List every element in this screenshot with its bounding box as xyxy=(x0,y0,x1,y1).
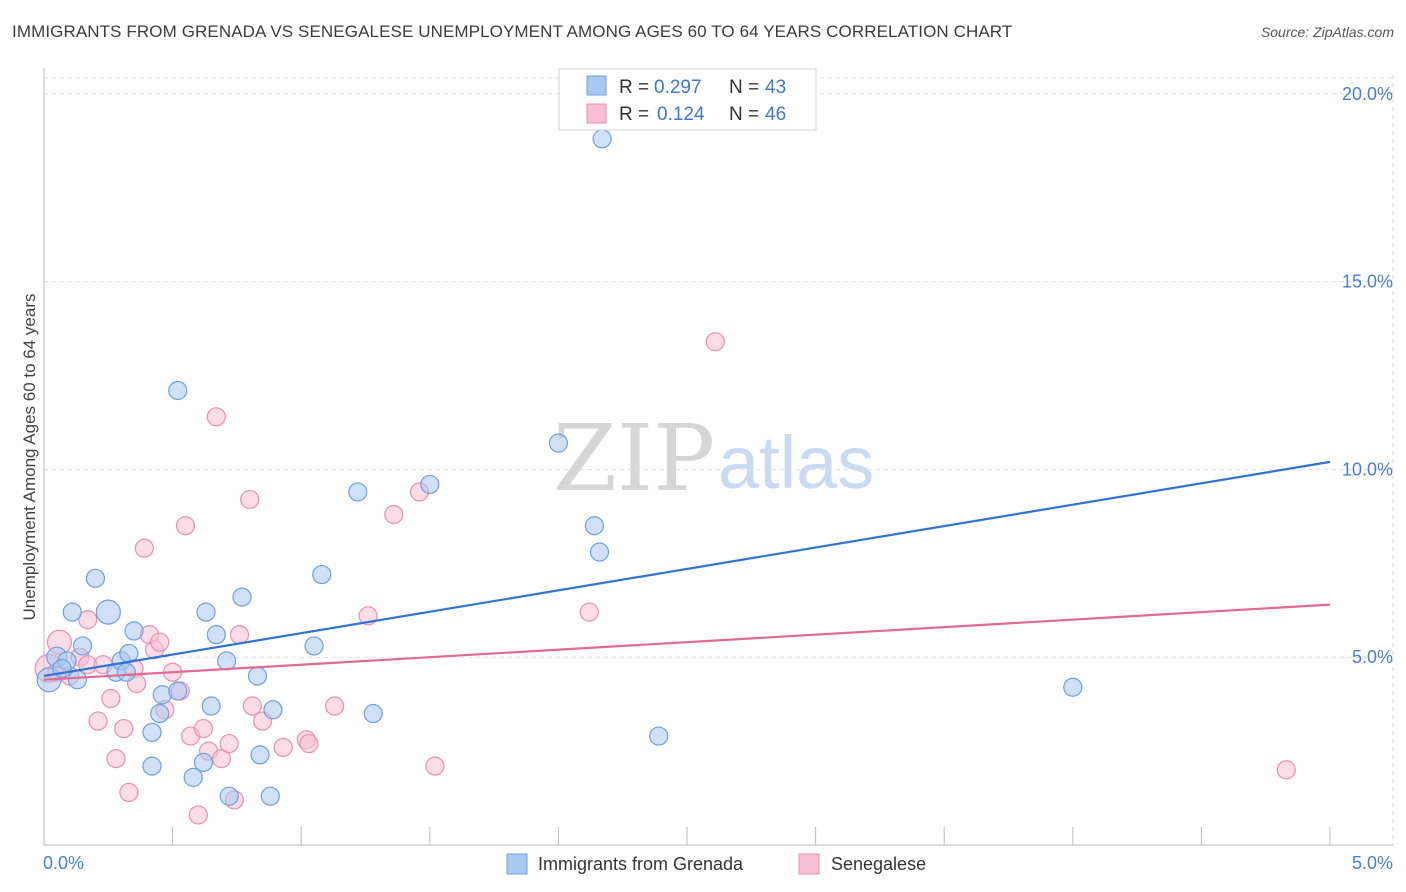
senegalese-r-value: 0.124 xyxy=(657,104,705,125)
y-axis-label: Unemployment Among Ages 60 to 64 years xyxy=(20,294,39,621)
grenada-point-16 xyxy=(168,681,188,701)
grenada-point-20 xyxy=(196,602,216,622)
senegalese-point-43 xyxy=(1276,760,1296,780)
grenada-point-39 xyxy=(649,726,669,746)
grenada-point-28 xyxy=(260,786,280,806)
grenada-r-label: R = xyxy=(619,77,649,98)
grenada-point-4 xyxy=(62,602,82,622)
grenada-point-36 xyxy=(584,516,605,536)
senegalese-point-31 xyxy=(242,696,262,716)
grenada-point-31 xyxy=(312,564,332,585)
grenada-points xyxy=(36,129,1083,806)
senegalese-point-8 xyxy=(106,749,126,769)
senegalese-trendline xyxy=(43,603,1331,681)
senegalese-point-22 xyxy=(188,805,208,825)
legend-grenada-label: Immigrants from Grenada xyxy=(538,854,744,874)
grenada-point-29 xyxy=(263,700,283,720)
grenada-point-32 xyxy=(348,482,368,502)
legend-grenada-swatch xyxy=(506,853,528,875)
grenada-point-24 xyxy=(219,786,239,806)
senegalese-point-9 xyxy=(114,718,134,739)
grenada-point-11 xyxy=(124,621,144,641)
stats-legend: R = 0.297 N = 43 R = 0.124 N = 46 xyxy=(558,68,817,131)
y-tick-labels: 5.0% 10.0% 15.0% 20.0% xyxy=(1342,84,1393,667)
grenada-point-38 xyxy=(592,129,612,149)
grenada-point-25 xyxy=(232,587,252,607)
grenada-point-23 xyxy=(217,651,237,671)
senegalese-point-35 xyxy=(299,733,319,754)
senegalese-point-23 xyxy=(193,718,214,739)
grenada-point-33 xyxy=(363,703,383,724)
senegalese-swatch xyxy=(586,103,607,124)
grenada-trendline xyxy=(43,460,1331,678)
watermark-atlas: atlas xyxy=(718,421,874,504)
senegalese-point-6 xyxy=(88,711,108,731)
y-tick-label-3: 20.0% xyxy=(1342,84,1393,104)
grenada-point-37 xyxy=(589,542,610,562)
grenada-point-3 xyxy=(72,636,93,656)
grenada-point-12 xyxy=(142,722,162,742)
trendlines xyxy=(43,460,1331,681)
senegalese-point-20 xyxy=(175,516,196,536)
grenada-n-value: 43 xyxy=(765,77,786,98)
x-tick-label-max: 5.0% xyxy=(1352,853,1393,873)
senegalese-point-42 xyxy=(705,332,725,352)
watermark-zip: ZIP xyxy=(553,405,715,512)
chart-title: IMMIGRANTS FROM GRENADA VS SENEGALESE UN… xyxy=(12,22,1013,41)
legend-senegalese-label: Senegalese xyxy=(831,854,926,874)
grenada-point-26 xyxy=(247,666,268,686)
grenada-point-18 xyxy=(183,767,203,787)
y-tick-label-0: 5.0% xyxy=(1352,647,1393,667)
grenada-n-label: N = xyxy=(729,77,759,98)
grenada-point-9 xyxy=(116,662,136,682)
grenada-point-22 xyxy=(206,625,226,645)
senegalese-point-25 xyxy=(206,407,226,427)
series-legend: Immigrants from Grenada Senegalese xyxy=(506,853,926,875)
senegalese-n-label: N = xyxy=(729,104,759,125)
grenada-point-35 xyxy=(548,433,569,453)
y-tick-label-1: 10.0% xyxy=(1342,459,1393,479)
source-label: Source: ZipAtlas.com xyxy=(1260,24,1394,40)
senegalese-point-29 xyxy=(229,625,250,645)
x-tick-label-min: 0.0% xyxy=(43,853,84,873)
grenada-point-15 xyxy=(150,703,170,724)
senegalese-point-36 xyxy=(325,696,345,716)
senegalese-point-26 xyxy=(211,749,232,769)
senegalese-point-5 xyxy=(78,610,98,630)
senegalese-r-label: R = xyxy=(619,104,649,125)
senegalese-point-41 xyxy=(579,602,599,622)
senegalese-point-27 xyxy=(219,733,239,754)
grenada-point-19 xyxy=(193,752,214,772)
grenada-point-13 xyxy=(142,756,162,776)
grenada-point-34 xyxy=(420,474,440,495)
grenada-point-17 xyxy=(168,380,188,401)
grenada-point-30 xyxy=(304,636,324,656)
legend-senegalese-swatch xyxy=(798,853,820,875)
senegalese-point-40 xyxy=(425,756,445,776)
senegalese-point-33 xyxy=(273,737,293,757)
senegalese-point-38 xyxy=(384,504,404,525)
senegalese-n-value: 46 xyxy=(765,104,786,125)
grenada-point-21 xyxy=(201,696,221,716)
y-tick-label-2: 15.0% xyxy=(1342,272,1393,292)
grenada-point-27 xyxy=(250,745,270,765)
grenada-point-6 xyxy=(95,599,121,625)
senegalese-point-16 xyxy=(150,632,170,652)
grenada-swatch xyxy=(586,75,607,96)
senegalese-point-30 xyxy=(240,489,260,510)
grenada-point-42 xyxy=(67,670,88,690)
grenada-r-value: 0.297 xyxy=(654,77,702,98)
axes xyxy=(43,68,1393,846)
grenada-point-5 xyxy=(85,568,106,588)
grenada-point-40 xyxy=(1063,677,1083,697)
senegalese-point-7 xyxy=(101,688,121,709)
senegalese-point-13 xyxy=(134,538,154,558)
senegalese-point-10 xyxy=(119,782,139,803)
